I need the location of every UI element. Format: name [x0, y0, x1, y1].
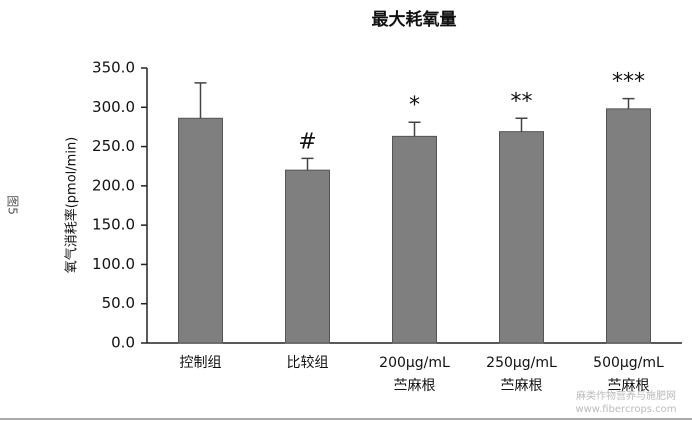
figure-label: 图5 [6, 195, 20, 215]
error-bar [194, 82, 207, 119]
y-tick-label: 300.0 [92, 98, 135, 116]
y-tick-label: 250.0 [92, 137, 135, 155]
y-tick-label: 350.0 [92, 59, 135, 77]
error-bar [515, 117, 528, 132]
y-tick-label: 0.0 [111, 334, 135, 352]
annotation: * [409, 93, 420, 118]
y-tick-label: 150.0 [92, 216, 135, 234]
x-tick-label: 苎麻根 [501, 378, 543, 394]
bar [392, 135, 437, 344]
x-tick-label: 比较组 [287, 355, 329, 371]
annotation: ** [511, 89, 533, 114]
y-tick-label: 200.0 [92, 176, 135, 194]
bar [178, 117, 223, 344]
x-tick-label: 500μg/mL [593, 355, 664, 371]
error-bar [408, 121, 421, 137]
x-tick-label: 250μg/mL [486, 355, 557, 371]
bar [606, 108, 651, 344]
y-axis-label: 氧气消耗率(pmol/min) [64, 137, 80, 274]
x-tick-label: 苎麻根 [608, 378, 650, 394]
watermark: www.fibercrops.com [575, 404, 676, 415]
annotation: *** [612, 70, 645, 95]
x-tick-label: 控制组 [180, 355, 222, 371]
chart-title: 最大耗氧量 [372, 9, 457, 30]
watermark: 麻类作物营养与施肥网 [576, 389, 676, 402]
x-tick-label: 苎麻根 [394, 378, 436, 394]
bar [499, 131, 544, 344]
y-tick-label: 100.0 [92, 255, 135, 273]
error-bar [622, 97, 635, 109]
y-tick-label: 50.0 [102, 294, 135, 312]
annotation: # [298, 129, 316, 154]
bar [285, 169, 330, 344]
error-bar [301, 157, 314, 171]
x-tick-label: 200μg/mL [379, 355, 450, 371]
